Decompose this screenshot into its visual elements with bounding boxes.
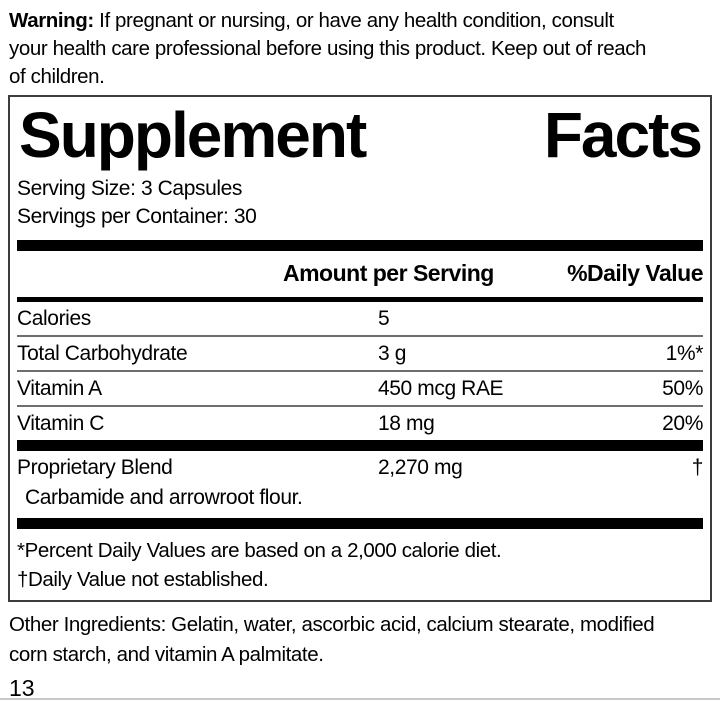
nutrient-name: Calories xyxy=(17,307,91,330)
table-row-proprietary-blend: Proprietary Blend 2,270 mg † xyxy=(17,451,703,484)
table-row-total-carbohydrate: Total Carbohydrate 3 g 1%* xyxy=(17,335,703,370)
panel-title: Supplement Facts xyxy=(17,99,703,171)
divider-bar-thick xyxy=(17,518,703,529)
nutrient-amount: 18 mg xyxy=(378,412,435,435)
header-daily-value: %Daily Value xyxy=(567,260,703,286)
servings-per-container: Servings per Container: 30 xyxy=(17,205,257,228)
nutrient-dv: 50% xyxy=(662,377,703,400)
other-ingredients: Other Ingredients: Gelatin, water, ascor… xyxy=(9,613,655,666)
nutrient-name: Vitamin C xyxy=(17,412,105,435)
table-row-vitamin-c: Vitamin C 18 mg 20% xyxy=(17,405,703,440)
serving-info: Serving Size: 3 Capsules Servings per Co… xyxy=(17,171,703,231)
nutrient-amount: 5 xyxy=(378,307,390,330)
serving-size: Serving Size: 3 Capsules xyxy=(17,177,243,200)
header-amount-per-serving: Amount per Serving xyxy=(283,260,494,286)
warning-label: Warning: xyxy=(9,9,94,32)
nutrient-amount: 3 g xyxy=(378,342,406,365)
nutrient-name: Proprietary Blend xyxy=(17,456,173,479)
nutrient-name: Vitamin A xyxy=(17,377,102,400)
title-word-facts: Facts xyxy=(543,99,703,171)
proprietary-blend-description: Carbamide and arrowroot flour. xyxy=(25,486,303,509)
footnote-percent-daily-value: *Percent Daily Values are based on a 2,0… xyxy=(17,539,502,562)
table-row-vitamin-a: Vitamin A 450 mcg RAE 50% xyxy=(17,370,703,405)
divider-bar-thick xyxy=(17,440,703,451)
nutrient-dv: 20% xyxy=(662,412,703,435)
divider-bar-medium xyxy=(17,297,703,302)
bottom-edge-line xyxy=(0,698,720,700)
footnote-daily-value-not-established: †Daily Value not established. xyxy=(17,568,269,591)
nutrient-amount: 450 mcg RAE xyxy=(378,377,504,400)
nutrient-amount: 2,270 mg xyxy=(378,456,463,479)
nutrient-dv: 1%* xyxy=(665,342,704,365)
footnotes: *Percent Daily Values are based on a 2,0… xyxy=(17,529,703,594)
nutrient-name: Total Carbohydrate xyxy=(17,342,188,365)
warning-paragraph: Warning: If pregnant or nursing, or have… xyxy=(0,0,720,91)
page-number: 13 xyxy=(9,675,35,701)
table-row-calories: Calories 5 xyxy=(17,302,703,335)
nutrient-dv: † xyxy=(691,456,704,479)
warning-text: If pregnant or nursing, or have any heal… xyxy=(9,9,647,88)
divider-bar-thick xyxy=(17,240,703,251)
table-header-row: Amount per Serving %Daily Value xyxy=(17,251,703,297)
title-word-supplement: Supplement xyxy=(19,99,367,171)
supplement-facts-panel: Supplement Facts Serving Size: 3 Capsule… xyxy=(8,95,712,602)
